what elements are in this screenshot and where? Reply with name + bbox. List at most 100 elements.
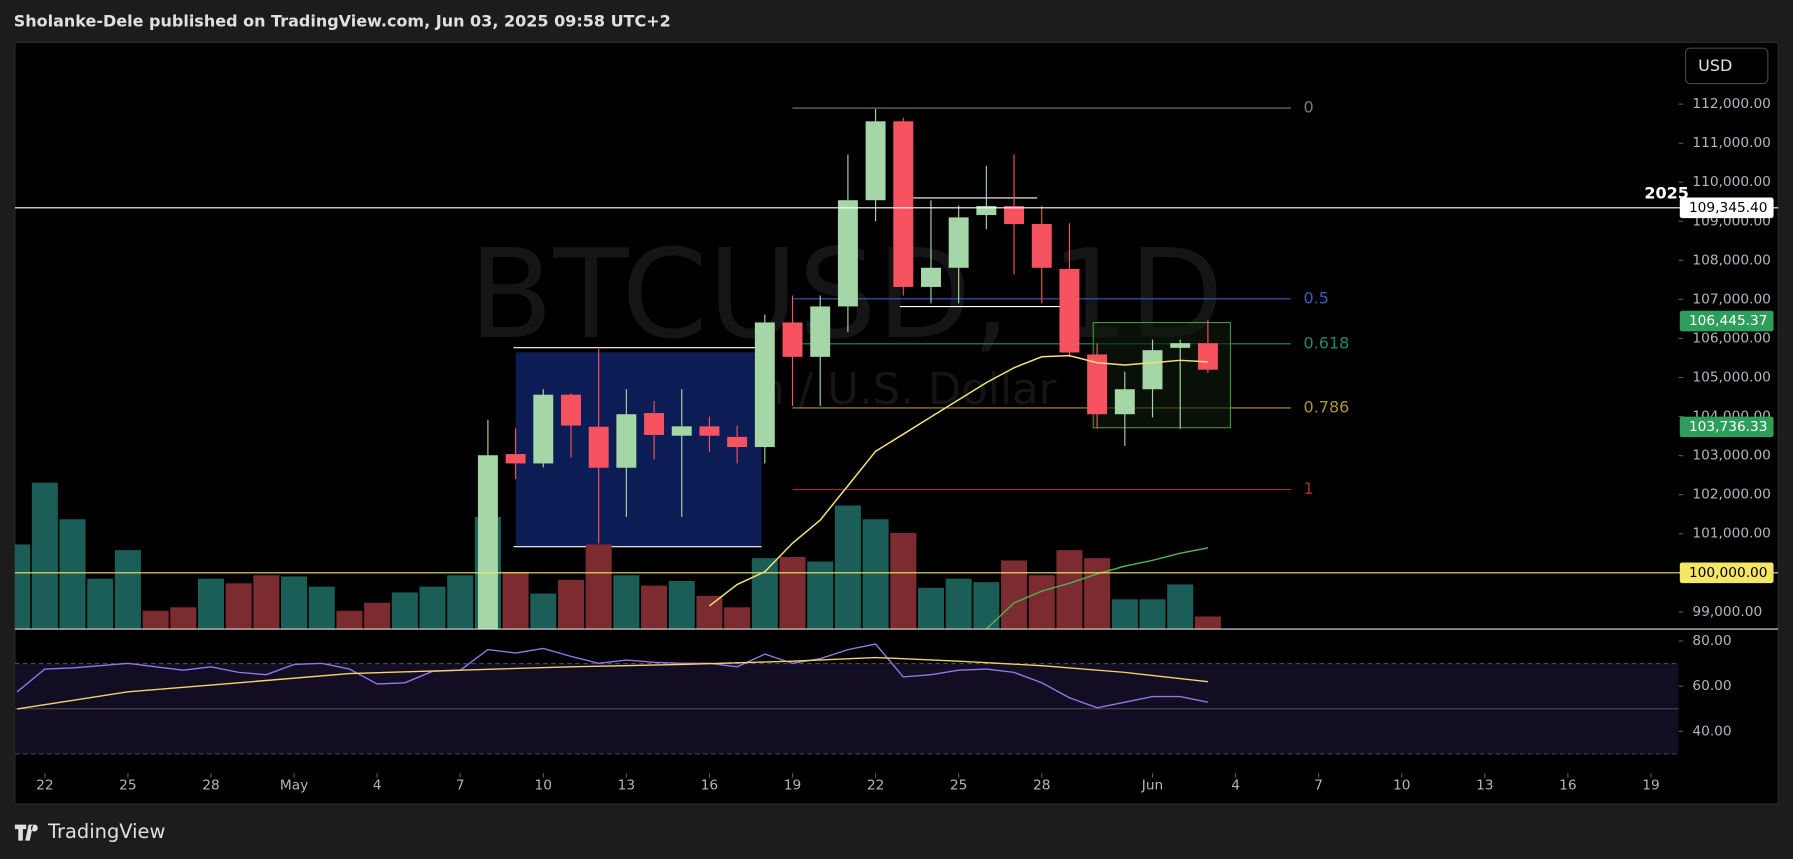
candle-body bbox=[1087, 354, 1108, 415]
candle-body bbox=[948, 217, 969, 268]
volume-bar bbox=[834, 505, 861, 630]
candle-body bbox=[1197, 343, 1218, 370]
volume-bar bbox=[14, 544, 31, 630]
candle-body bbox=[1142, 350, 1163, 390]
volume-bar bbox=[502, 571, 529, 630]
price-label-box bbox=[1679, 416, 1774, 438]
volume-bar bbox=[724, 607, 751, 630]
rsi-ma-line bbox=[17, 656, 1208, 710]
volume-bar bbox=[59, 519, 86, 630]
price-label-box bbox=[1679, 562, 1774, 584]
volume-bar bbox=[557, 579, 585, 630]
candle-body bbox=[727, 436, 748, 448]
volume-bar bbox=[142, 610, 169, 630]
candle-body bbox=[810, 306, 831, 357]
price-label: 109,345.40 bbox=[1689, 200, 1768, 216]
volume-bar bbox=[696, 595, 723, 630]
volume-bar bbox=[1139, 599, 1166, 630]
volume-bar bbox=[751, 558, 778, 630]
candle-body bbox=[754, 322, 775, 448]
volume-bar bbox=[945, 578, 972, 630]
volume-bar bbox=[336, 610, 363, 630]
x-tick-label: 25 bbox=[950, 778, 967, 794]
y-tick-label: 99,000.00 bbox=[1692, 604, 1762, 620]
x-tick-label: 19 bbox=[784, 778, 801, 794]
candle-body bbox=[1031, 224, 1052, 268]
y-tick-label: 105,000.00 bbox=[1692, 370, 1771, 386]
candle-body bbox=[616, 414, 637, 468]
y-tick-label: 103,000.00 bbox=[1692, 448, 1771, 464]
candle-body bbox=[893, 121, 914, 287]
volume-bar bbox=[391, 592, 418, 630]
volume-bar bbox=[225, 583, 252, 630]
volume-bar bbox=[1194, 616, 1221, 630]
x-tick-label: 7 bbox=[456, 778, 465, 794]
currency-button[interactable] bbox=[1684, 47, 1769, 85]
y-tick-label: 101,000.00 bbox=[1692, 526, 1771, 542]
y-tick-label: 102,000.00 bbox=[1692, 487, 1771, 503]
x-tick-label: 16 bbox=[1559, 778, 1576, 794]
x-tick-label: 7 bbox=[1314, 778, 1323, 794]
volume-bar bbox=[170, 607, 197, 630]
candle-body bbox=[1170, 343, 1191, 348]
range-box bbox=[515, 352, 762, 547]
currency-label: USD bbox=[1698, 56, 1732, 75]
rsi-tick-label: 40.00 bbox=[1692, 723, 1731, 739]
x-tick-label: 28 bbox=[1033, 778, 1050, 794]
volume-bar bbox=[31, 482, 58, 630]
volume-bar bbox=[197, 578, 225, 630]
candle-body bbox=[1114, 389, 1135, 415]
y-tick-label: 112,000.00 bbox=[1692, 96, 1771, 112]
volume-bar bbox=[1167, 584, 1194, 630]
volume-bar bbox=[779, 556, 806, 630]
fib-label: 1 bbox=[1304, 479, 1314, 498]
logo bbox=[14, 824, 38, 841]
volume-bar bbox=[917, 587, 944, 630]
volume-bar bbox=[585, 544, 612, 630]
x-tick-label: 28 bbox=[202, 778, 219, 794]
volume-bar bbox=[1084, 558, 1111, 630]
y-tick-label: 110,000.00 bbox=[1692, 174, 1771, 190]
volume-bar bbox=[1028, 575, 1055, 630]
candle-body bbox=[588, 426, 609, 468]
volume-bar bbox=[114, 550, 141, 630]
candle-body bbox=[699, 426, 720, 436]
volume-bar bbox=[613, 575, 640, 630]
x-tick-label: 22 bbox=[36, 778, 53, 794]
fib-label: 0 bbox=[1304, 98, 1314, 117]
volume-bar bbox=[364, 602, 391, 630]
volume-bar bbox=[281, 576, 308, 630]
volume-bar bbox=[308, 586, 335, 630]
rsi-tick-label: 80.00 bbox=[1692, 633, 1731, 649]
y-tick-label: 106,000.00 bbox=[1692, 330, 1771, 346]
candle-body bbox=[976, 206, 997, 216]
y-tick-label: 107,000.00 bbox=[1692, 291, 1771, 307]
volume-bar bbox=[890, 532, 917, 630]
candle-body bbox=[1004, 206, 1025, 225]
x-tick-label: 13 bbox=[1476, 778, 1493, 794]
volume-bar bbox=[973, 582, 1000, 630]
fib-label: 0.5 bbox=[1304, 288, 1329, 307]
candle-body bbox=[477, 455, 498, 630]
price-pane: BTCUSD, 1D Bitcoin / U.S. Dollar 00.50.6… bbox=[14, 98, 1679, 630]
x-tick-label: 16 bbox=[701, 778, 718, 794]
volume-bar bbox=[1056, 550, 1083, 630]
fib-label: 0.618 bbox=[1304, 333, 1350, 352]
x-tick-label: 10 bbox=[1393, 778, 1410, 794]
candle-body bbox=[1059, 268, 1080, 353]
x-tick-label: 10 bbox=[535, 778, 552, 794]
ma-slow-line bbox=[985, 547, 1209, 630]
volume-bar bbox=[87, 578, 114, 630]
candle-body bbox=[505, 454, 526, 464]
x-tick-label: 4 bbox=[373, 778, 382, 794]
candle-body bbox=[644, 413, 665, 435]
x-tick-label: 22 bbox=[867, 778, 884, 794]
candle-body bbox=[671, 426, 692, 436]
x-tick-label: 25 bbox=[119, 778, 136, 794]
y-tick-label: 108,000.00 bbox=[1692, 252, 1771, 268]
ma-fast-line bbox=[708, 354, 1208, 607]
line-tag: 2025 bbox=[1644, 184, 1689, 203]
x-tick-label: May bbox=[280, 778, 308, 794]
candle-body bbox=[865, 121, 886, 201]
